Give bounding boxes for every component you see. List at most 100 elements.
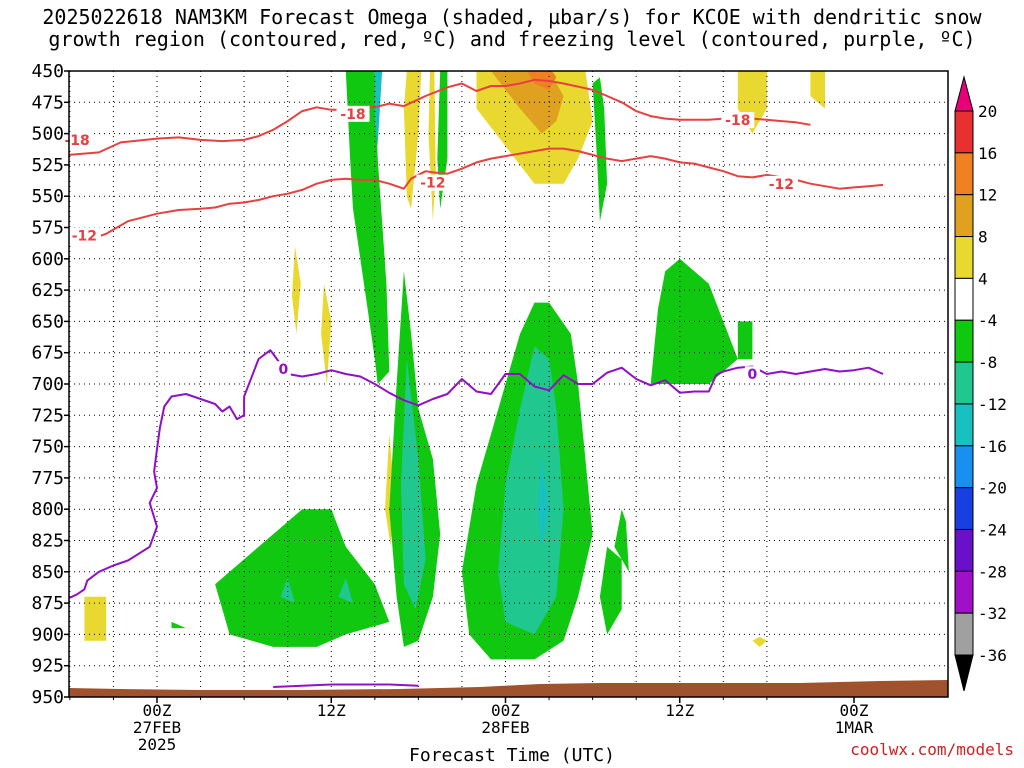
- colorbar-top-arrow: [954, 75, 974, 112]
- omega-region-23: [599, 546, 622, 635]
- x-tick-label-0-0: 00Z: [143, 701, 172, 720]
- omega-region-10: [592, 77, 608, 222]
- colorbar-label-2: 12: [978, 186, 997, 205]
- y-tick-label-750: 750: [31, 437, 64, 458]
- omega-region-14: [321, 283, 332, 384]
- omega-region-7: [476, 71, 593, 184]
- title-line-1: 2025022618 NAM3KM Forecast Omega (shaded…: [42, 5, 982, 29]
- x-tick-label-4-1: 1MAR: [835, 718, 874, 737]
- omega-region-29: [338, 578, 353, 604]
- y-tick-label-900: 900: [31, 624, 64, 645]
- y-tick-label-650: 650: [31, 311, 64, 332]
- y-tick-label-675: 675: [31, 343, 64, 364]
- contour-lines: [68, 78, 884, 688]
- x-tick-label-4-0: 00Z: [840, 701, 869, 720]
- contour-label-7: 0: [747, 367, 757, 383]
- contour-labels: -18 -18 -18 -12 -12 -12 0 0: [60, 105, 798, 383]
- x-tick-label-0-1: 27FEB: [133, 718, 181, 737]
- y-tick-label-525: 525: [31, 155, 64, 176]
- colorbar-box-9: [954, 487, 974, 530]
- contour-label-2: -18: [725, 113, 750, 129]
- y-tick-label-550: 550: [31, 186, 64, 207]
- contour-label-6: 0: [278, 362, 288, 378]
- y-tick-label-450: 450: [31, 61, 64, 82]
- terrain: [69, 680, 948, 697]
- omega-region-21: [498, 346, 564, 635]
- colorbar-box-12: [954, 612, 974, 656]
- x-axis-title: Forecast Time (UTC): [409, 745, 615, 766]
- colorbar: 20 16 12 8 4 -4 -8 -12 -16 -20 -24 -28 -32 -36: [954, 75, 1007, 692]
- colorbar-box-11: [954, 570, 974, 614]
- contour-label-1: -18: [340, 107, 365, 123]
- colorbar-box-3: [954, 236, 974, 279]
- y-tick-label-925: 925: [31, 656, 64, 677]
- y-tick-label-775: 775: [31, 468, 64, 489]
- x-tick-label-2-1: 28FEB: [481, 718, 529, 737]
- colorbar-label-6: -8: [978, 353, 997, 372]
- colorbar-label-11: -28: [978, 562, 1007, 581]
- chart-title: 2025022618 NAM3KM Forecast Omega (shaded…: [0, 6, 1024, 50]
- y-tick-label-725: 725: [31, 405, 64, 426]
- contour-line-1: [68, 147, 884, 238]
- contour-label-0: -18: [64, 133, 89, 149]
- colorbar-box-10: [954, 528, 974, 572]
- contour-label-bg-1: [336, 105, 370, 122]
- x-tick-label-0-2: 2025: [138, 735, 177, 754]
- colorbar-label-8: -16: [978, 437, 1007, 456]
- colorbar-box-1: [954, 152, 974, 196]
- colorbar-box-4: [954, 277, 974, 321]
- contour-label-bg-3: [67, 227, 101, 244]
- y-tick-label-700: 700: [31, 374, 64, 395]
- omega-region-19: [401, 359, 426, 610]
- colorbar-box-0: [954, 110, 974, 154]
- colorbar-label-0: 20: [978, 102, 997, 121]
- contour-line-0: [68, 78, 811, 156]
- contour-label-4: -12: [420, 176, 445, 192]
- colorbar-label-10: -24: [978, 520, 1007, 539]
- omega-region-2: [374, 71, 383, 147]
- contour-label-5: -12: [769, 177, 794, 193]
- colorbar-box-7: [954, 403, 974, 447]
- terrain-fill: [69, 680, 948, 697]
- contour-line-3: [273, 683, 419, 688]
- x-tick-label-1-0: 12Z: [317, 701, 346, 720]
- omega-region-22: [537, 459, 550, 547]
- y-tick-label-850: 850: [31, 562, 64, 583]
- omega-region-30: [171, 621, 186, 629]
- omega-region-1: [345, 71, 390, 384]
- y-tick-label-475: 475: [31, 92, 64, 113]
- contour-label-bg-2: [721, 112, 755, 129]
- y-tick-label-825: 825: [31, 531, 64, 552]
- omega-region-17: [752, 636, 767, 647]
- omega-region-24: [614, 509, 629, 572]
- omega-region-4: [403, 71, 422, 209]
- y-tick-label-600: 600: [31, 249, 64, 270]
- colorbar-label-1: 16: [978, 144, 997, 163]
- contour-label-3: -12: [72, 228, 97, 244]
- colorbar-box-8: [954, 445, 974, 489]
- y-tick-label-500: 500: [31, 124, 64, 145]
- omega-region-16: [84, 596, 107, 641]
- omega-region-26: [737, 321, 753, 359]
- colorbar-label-4: 4: [978, 269, 988, 288]
- x-tick-label-2-0: 00Z: [491, 701, 520, 720]
- colorbar-box-5: [954, 319, 974, 363]
- contour-line-2: [68, 349, 884, 600]
- omega-region-28: [280, 578, 295, 604]
- y-tick-label-950: 950: [31, 687, 64, 708]
- y-tick-label-875: 875: [31, 593, 64, 614]
- colorbar-label-5: -4: [978, 311, 997, 330]
- colorbar-bottom-arrow: [954, 654, 974, 692]
- omega-region-12: [810, 71, 825, 109]
- colorbar-label-13: -36: [978, 646, 1007, 665]
- y-axis: 450 475 500 525 550 575 600 625 650 675 700 725 750 7…: [31, 61, 69, 708]
- title-line-2: growth region (contoured, red, ºC) and f…: [48, 27, 976, 51]
- y-tick-label-800: 800: [31, 499, 64, 520]
- y-tick-label-625: 625: [31, 280, 64, 301]
- colorbar-label-9: -20: [978, 479, 1007, 498]
- y-tick-label-575: 575: [31, 218, 64, 239]
- colorbar-label-7: -12: [978, 395, 1007, 414]
- omega-region-13: [292, 246, 301, 334]
